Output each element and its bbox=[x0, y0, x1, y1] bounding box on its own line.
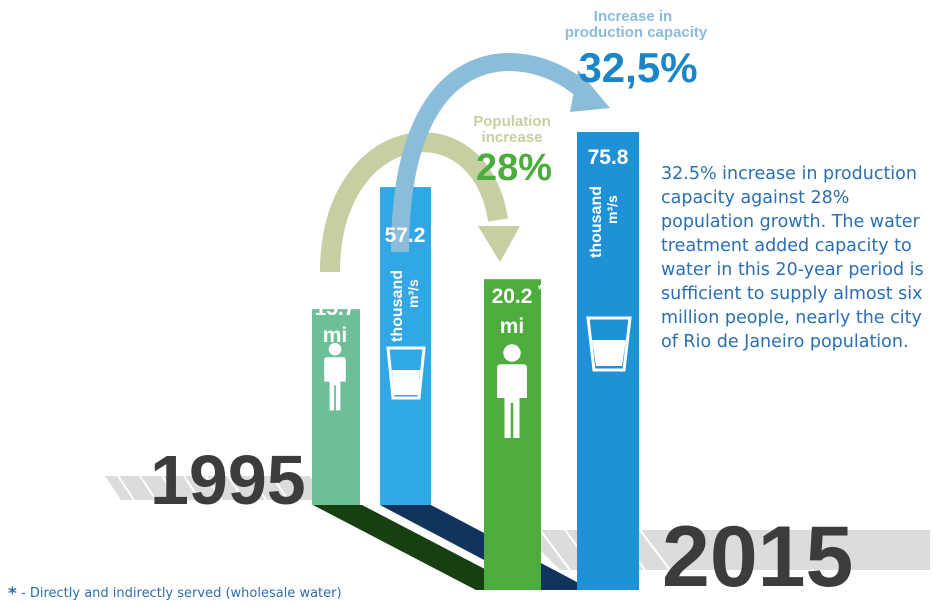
water-glass-icon bbox=[586, 316, 632, 372]
production-callout-line2: production capacity bbox=[565, 24, 708, 41]
pop-2015-unit: mi bbox=[500, 315, 525, 338]
bar-shadow-pop-1995 bbox=[313, 505, 525, 590]
prod-2015-unit-line2: m³/s bbox=[604, 195, 620, 224]
prod-1995-unit-line2: m³/s bbox=[405, 279, 421, 308]
prod-2015-unit-line1: thousand bbox=[588, 186, 605, 258]
prod-2015-value: 75.8 bbox=[588, 146, 629, 169]
population-callout-line1: Population bbox=[473, 113, 551, 130]
prod-1995-value: 57.2 bbox=[385, 224, 426, 247]
population-increase-value: 28% bbox=[476, 147, 552, 189]
pop-1995-value: 15.7 bbox=[315, 297, 356, 320]
year-1995-label: 1995 bbox=[150, 441, 306, 519]
description-text: 32.5% increase in production capacity ag… bbox=[661, 164, 924, 352]
footnote: * - Directly and indirectly served (whol… bbox=[8, 584, 342, 604]
bar-population-2015 bbox=[484, 279, 541, 590]
year-2015-label: 2015 bbox=[662, 509, 853, 604]
production-callout-line1: Increase in bbox=[594, 8, 672, 25]
footnote-text: - Directly and indirectly served (wholes… bbox=[21, 586, 342, 601]
pop-2015-asterisk: * bbox=[538, 281, 544, 297]
pop-1995-unit: mi bbox=[323, 324, 348, 347]
production-increase-arrow bbox=[391, 53, 586, 253]
footnote-asterisk: * bbox=[8, 584, 17, 604]
population-arrow-head bbox=[478, 226, 520, 262]
pop-2015-value: 20.2 bbox=[492, 285, 533, 308]
water-glass-icon bbox=[386, 346, 426, 400]
production-arrow-head bbox=[570, 70, 610, 112]
population-callout-line2: increase bbox=[482, 129, 543, 146]
prod-1995-unit-line1: thousand bbox=[389, 270, 406, 342]
floor-shadow-1995 bbox=[105, 476, 326, 500]
production-increase-value: 32,5% bbox=[578, 44, 697, 91]
